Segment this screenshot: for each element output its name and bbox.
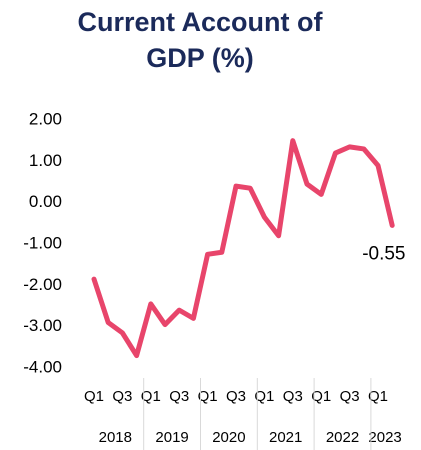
- x-tick-label: Q1: [141, 388, 161, 405]
- x-group-label: 2022: [326, 429, 359, 446]
- data-label: -0.55: [362, 243, 405, 264]
- y-tick-label: 0.00: [29, 192, 62, 211]
- x-tick-label: Q1: [198, 388, 218, 405]
- x-tick-label: Q1: [84, 388, 104, 405]
- x-group-label: 2019: [155, 429, 188, 446]
- x-group-label: 2021: [269, 429, 302, 446]
- x-tick-label: Q1: [254, 388, 274, 405]
- x-group-label: 2018: [99, 429, 132, 446]
- y-tick-label: -3.00: [23, 316, 62, 335]
- x-tick-label: Q1: [311, 388, 331, 405]
- y-tick-label: -1.00: [23, 233, 62, 252]
- y-tick-label: 2.00: [29, 109, 62, 128]
- y-tick-label: -2.00: [23, 275, 62, 294]
- x-group-label: 2020: [212, 429, 245, 446]
- x-tick-label: Q1: [368, 388, 388, 405]
- y-tick-label: -4.00: [23, 357, 62, 376]
- x-tick-label: Q3: [169, 388, 189, 405]
- x-group-label: 2023: [368, 429, 401, 446]
- x-tick-label: Q3: [112, 388, 132, 405]
- y-tick-label: 1.00: [29, 151, 62, 170]
- x-tick-label: Q3: [340, 388, 360, 405]
- chart-title: Current Account of GDP (%): [77, 7, 323, 73]
- x-tick-label: Q3: [226, 388, 246, 405]
- line: [91, 138, 395, 359]
- x-tick-label: Q3: [283, 388, 303, 405]
